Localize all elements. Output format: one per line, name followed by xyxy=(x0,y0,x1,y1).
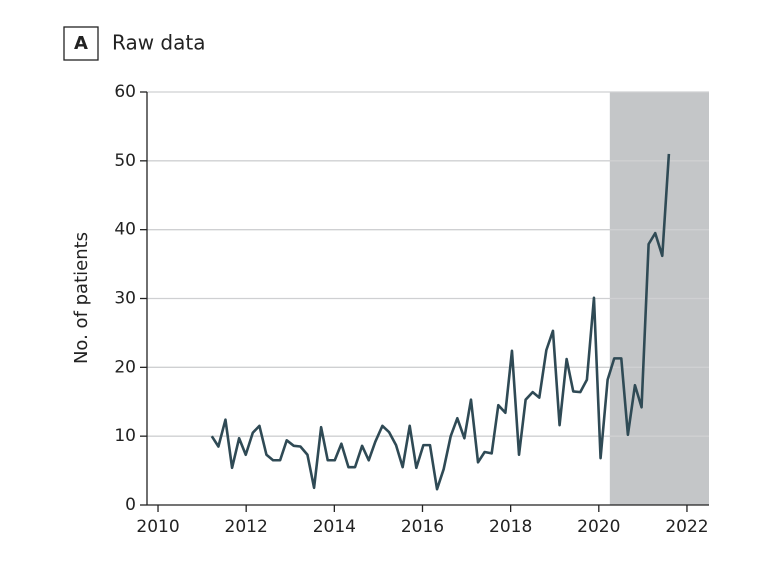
x-tick-label: 2022 xyxy=(665,517,708,537)
panel-label: A xyxy=(74,33,88,54)
x-tick-label: 2018 xyxy=(489,517,532,537)
x-tick-label: 2016 xyxy=(401,517,444,537)
y-tick-label: 0 xyxy=(125,495,136,515)
y-tick-label: 50 xyxy=(114,151,136,171)
panel-label-box xyxy=(63,26,99,61)
x-tick-label: 2010 xyxy=(136,517,179,537)
y-tick-label: 60 xyxy=(114,82,136,102)
y-axis-label: No. of patients xyxy=(71,232,92,364)
y-tick-label: 10 xyxy=(114,426,136,446)
y-tick-label: 30 xyxy=(114,289,136,309)
data-line xyxy=(210,153,671,491)
x-tick-label: 2012 xyxy=(225,517,268,537)
y-tick-label: 40 xyxy=(114,220,136,240)
x-tick-label: 2020 xyxy=(577,517,620,537)
y-tick-label: 20 xyxy=(114,357,136,377)
x-tick-label: 2014 xyxy=(313,517,356,537)
chart-title: Raw data xyxy=(112,31,205,55)
